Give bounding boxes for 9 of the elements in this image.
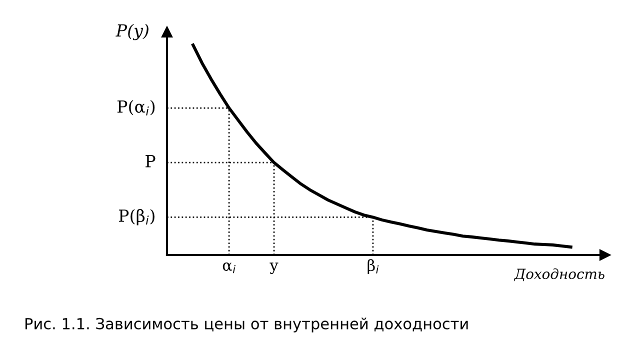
x-tick-label: α$_{i}$ [222, 262, 236, 274]
ref-line-label: P [146, 155, 156, 168]
x-tick-label: y [270, 262, 278, 274]
x-axis-title: Доходность [514, 268, 604, 282]
y-axis-title: P(y) [116, 24, 148, 40]
ref-line-label: P(β$_{i}$) [118, 209, 154, 226]
ref-line-label: P(α$_{i}$) [117, 100, 155, 116]
text: Рис. 1.1. Зависимость цены от внутренней доходности [26, 318, 468, 332]
x-tick-label: β$_{i}$ [368, 259, 379, 274]
